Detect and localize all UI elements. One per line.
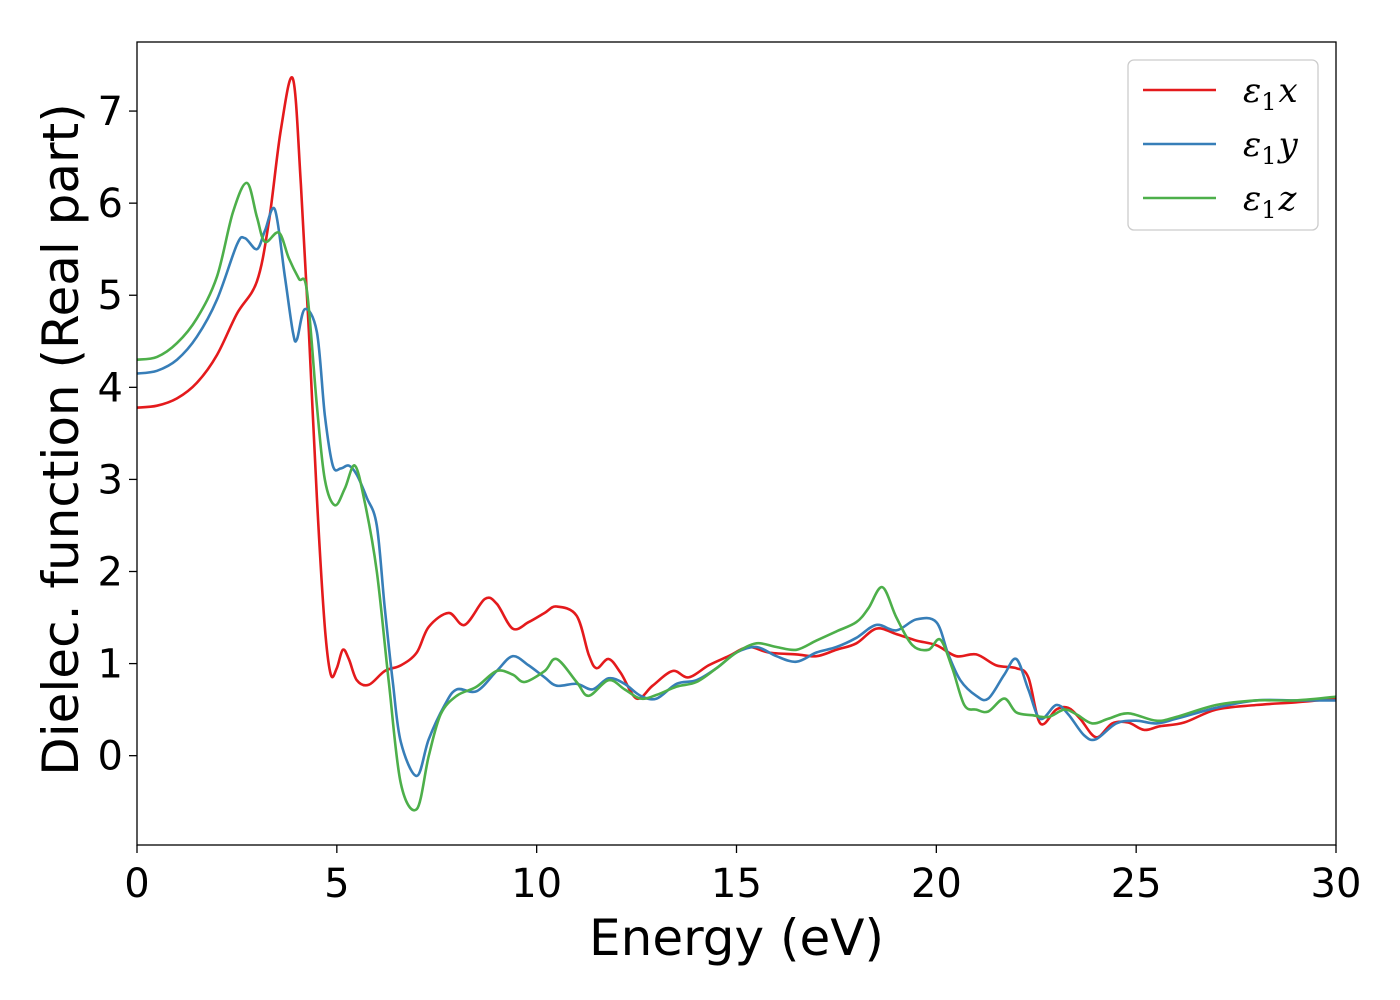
x-tick-label: 25 bbox=[1111, 861, 1162, 907]
y-axis-label: Dielec. function (Real part) bbox=[32, 103, 90, 775]
x-tick-label: 30 bbox=[1311, 861, 1362, 907]
x-tick-label: 0 bbox=[124, 861, 149, 907]
y-axis: 0 1 2 3 4 5 6 7 bbox=[98, 89, 137, 780]
x-tick-label: 10 bbox=[511, 861, 562, 907]
legend-label-x: ε1x bbox=[1243, 71, 1298, 116]
y-tick-label: 3 bbox=[98, 457, 123, 503]
x-axis-label: Energy (eV) bbox=[589, 909, 884, 967]
y-tick-label: 5 bbox=[98, 273, 123, 319]
series-lines bbox=[137, 76, 1336, 812]
series-line-x bbox=[137, 76, 1336, 739]
legend-box bbox=[1127, 59, 1319, 231]
legend: ε1x ε1y ε1z bbox=[1127, 59, 1319, 231]
x-tick-label: 15 bbox=[711, 861, 762, 907]
y-tick-label: 2 bbox=[98, 550, 123, 596]
y-tick-label: 0 bbox=[98, 734, 123, 780]
series-line-z bbox=[137, 181, 1336, 812]
y-tick-label: 7 bbox=[98, 89, 123, 135]
x-tick-label: 5 bbox=[324, 861, 349, 907]
y-tick-label: 1 bbox=[98, 642, 123, 688]
y-tick-label: 6 bbox=[98, 181, 123, 227]
x-tick-label: 20 bbox=[911, 861, 962, 907]
y-tick-label: 4 bbox=[98, 365, 123, 411]
legend-label-y: ε1y bbox=[1243, 125, 1299, 170]
legend-label-z: ε1z bbox=[1243, 179, 1298, 224]
series-line-y bbox=[137, 206, 1336, 778]
x-axis: 0 5 10 15 20 25 30 bbox=[124, 845, 1361, 907]
